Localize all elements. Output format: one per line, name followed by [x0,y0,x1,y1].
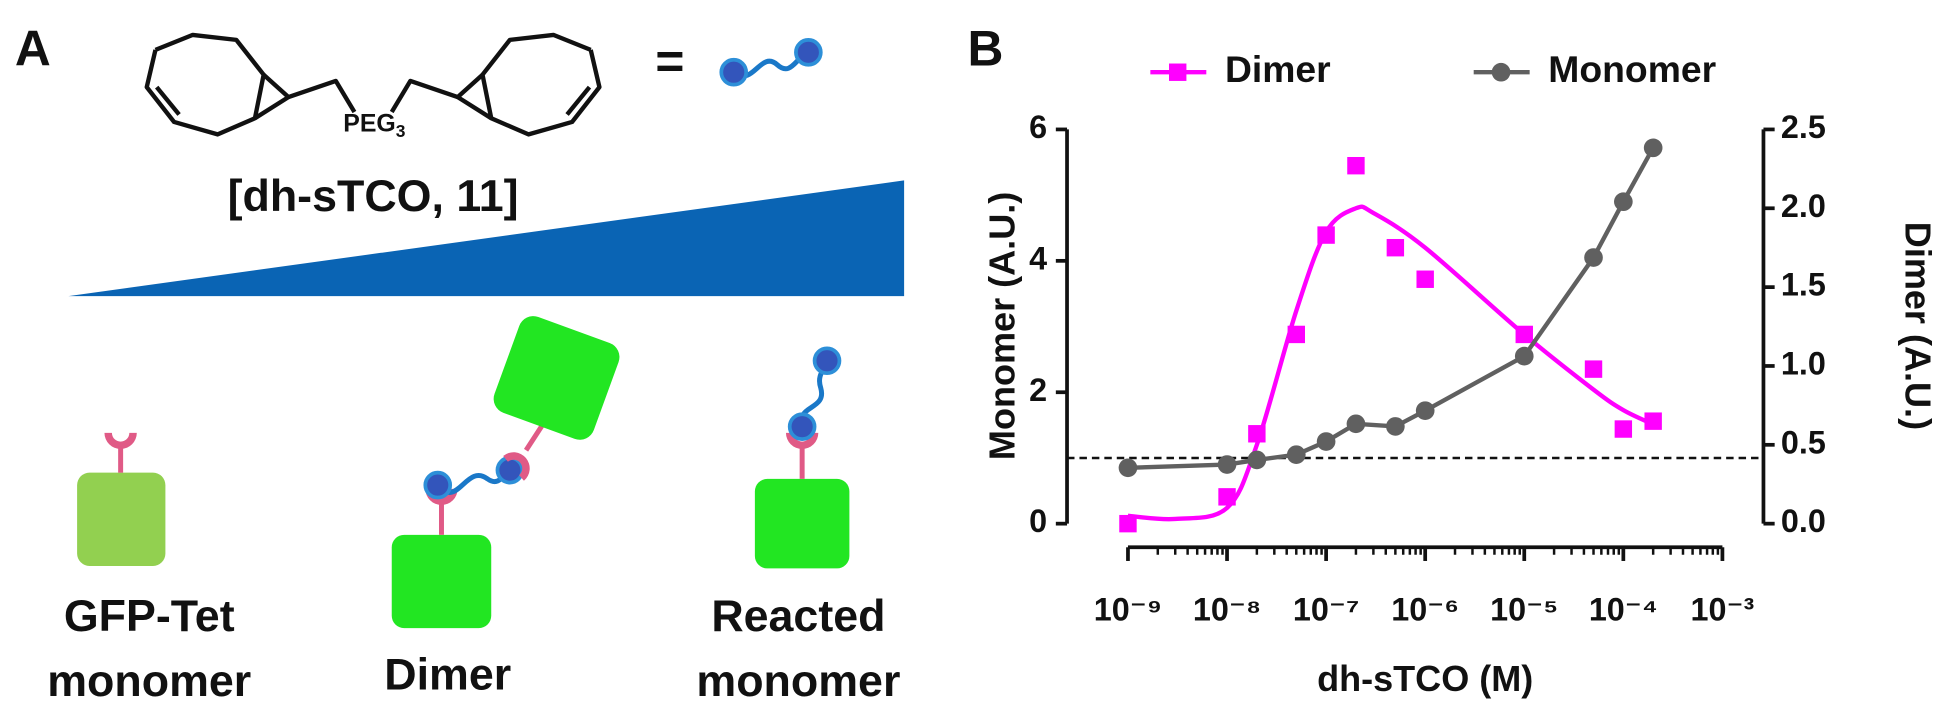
legend-label: Dimer [1225,48,1331,90]
gfp [493,316,620,440]
x-axis-title: dh-sTCO (M) [1317,658,1533,699]
marker [1316,432,1336,451]
tetrazine [104,432,137,450]
linker-subscript: 3 [396,121,406,141]
marker [1287,325,1305,344]
marker [1614,192,1633,212]
chain [389,78,459,114]
y-tick-label: 2 [1029,372,1047,408]
x-tick-label: 10⁻⁷ [1293,592,1359,628]
marker [1415,401,1435,420]
marker [1386,238,1405,257]
marker [1416,270,1434,288]
dimer [391,316,620,629]
gfp [391,534,492,629]
marker [1248,425,1266,443]
marker [1346,414,1366,434]
x-tick-label: 10⁻⁴ [1589,592,1658,628]
plot: 0 2 4 6 0.0 0.5 1.0 1.5 2.0 2.5 10⁻⁹ 10⁻⁸ 10⁻⁷ 10⁻⁶ 10… [1029,48,1826,627]
tether [523,424,545,452]
marker [1347,156,1365,175]
tco-bead [423,470,453,500]
marker [1514,346,1534,366]
tco-bead [794,38,823,67]
y-axis-title: Monomer (A.U.) [981,192,1022,460]
reacted-monomer [754,346,850,569]
equals: = [655,33,684,89]
y2-tick-label: 2.5 [1781,109,1826,145]
marker [1317,226,1335,244]
tco-bead [719,57,749,87]
crosslinker-icon [719,38,823,87]
x-tick-label: 10⁻⁹ [1094,592,1162,628]
state-label: GFP-Tet [64,591,235,641]
y2-axis-title: Dimer (A.U.) [1898,222,1939,430]
linker: PEG [343,109,396,137]
y2-tick-label: 2.0 [1781,188,1826,224]
y2-tick-label: 0.0 [1781,503,1826,539]
tco-bead [495,455,525,485]
state-label: monomer [47,656,251,706]
y-tick-label: 0 [1029,503,1047,539]
marker [1386,417,1405,436]
marker [1643,138,1663,158]
tetrazine-rotated [503,452,530,481]
marker [1218,488,1236,506]
double-bond [565,85,592,116]
panel-label: B [968,20,1004,76]
double-bond [155,85,181,116]
y-tick-label: 6 [1029,109,1047,145]
state-label: monomer [696,656,900,706]
marker [1247,450,1267,470]
y2-tick-label: 0.5 [1781,424,1826,460]
tco-bead [787,412,817,441]
concentration-label: [dh-sTCO, 11] [228,171,519,221]
linker-label: PEG3 [343,109,406,140]
x-tick-label: 10⁻⁵ [1490,592,1558,628]
marker [1584,248,1603,267]
marker [1644,412,1662,430]
legend-marker [1491,62,1511,82]
ring [144,32,266,137]
ring [480,32,602,137]
y2-tick-label: 1.0 [1781,346,1826,382]
gfp-monomer [77,432,166,566]
y2-tick-label: 1.5 [1781,267,1826,303]
chain [287,78,357,114]
marker [1515,325,1533,344]
legend-marker [1169,63,1187,81]
gfp [77,472,166,566]
state-label: Dimer [384,650,511,700]
molecule [144,32,602,137]
tco-right [389,32,602,137]
gfp [754,478,850,569]
marker [1217,455,1237,474]
state-label: Reacted [711,591,885,641]
tco-left [144,32,357,137]
marker [1119,514,1137,533]
legend-label: Monomer [1548,48,1716,90]
marker [1584,360,1603,378]
marker [1118,458,1138,478]
marker [1614,420,1633,438]
x-tick-label: 10⁻⁶ [1391,592,1459,628]
tetrazine [503,452,530,481]
y-tick-label: 4 [1029,240,1047,276]
marker [1286,445,1306,464]
concentration-wedge [68,180,905,297]
panel-label: A [15,20,51,76]
x-tick-label: 10⁻³ [1691,592,1755,628]
tco-bead [812,346,842,376]
x-tick-label: 10⁻⁸ [1193,592,1261,628]
